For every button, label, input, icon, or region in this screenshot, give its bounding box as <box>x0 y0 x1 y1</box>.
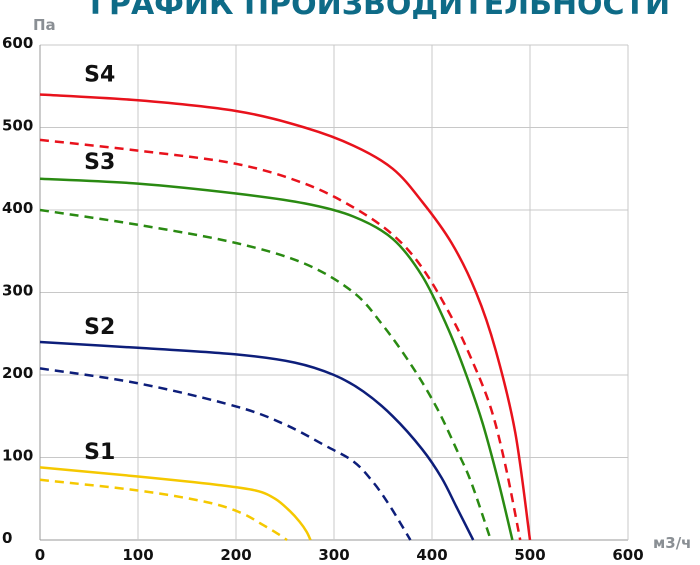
x-tick-label: 100 <box>122 546 153 564</box>
y-tick-label: 300 <box>2 282 33 300</box>
series-line-8-dashed <box>39 478 288 542</box>
series-line-2-dashed <box>39 138 522 541</box>
x-axis-unit: м3/ч <box>653 534 691 552</box>
series-label-s1: S1 <box>84 440 115 465</box>
series-line-4-dashed <box>39 208 492 541</box>
series-line-6-dashed <box>39 367 412 541</box>
series-label-s2: S2 <box>84 315 115 340</box>
series-label-s3: S3 <box>84 150 115 175</box>
y-tick-label: 600 <box>2 34 33 52</box>
x-tick-label: 200 <box>220 546 251 564</box>
y-tick-label: 200 <box>2 364 33 382</box>
y-tick-label: 500 <box>2 117 33 135</box>
x-tick-label: 0 <box>35 546 45 564</box>
x-tick-label: 600 <box>612 546 643 564</box>
series-label-s4: S4 <box>84 62 115 87</box>
series-labels: S4 S3 S2 S1 <box>84 62 115 465</box>
series-line-3 <box>39 177 514 541</box>
chart-title: ГРАФИК ПРОИЗВОДИТЕЛЬНОСТИ <box>90 0 670 22</box>
y-tick-label: 0 <box>2 529 12 547</box>
grid <box>39 44 629 541</box>
y-axis-unit: Па <box>33 16 56 34</box>
x-tick-label: 400 <box>416 546 447 564</box>
tick-labels: 0 100 200 300 400 500 600 0 100 200 300 400 500 600 <box>2 34 644 564</box>
series-line-5 <box>39 340 475 541</box>
y-tick-label: 400 <box>2 199 33 217</box>
series-line-7 <box>39 466 312 541</box>
x-tick-label: 300 <box>318 546 349 564</box>
series-line-1 <box>39 93 532 541</box>
series-lines <box>39 93 532 542</box>
y-tick-label: 100 <box>2 447 33 465</box>
x-tick-label: 500 <box>514 546 545 564</box>
